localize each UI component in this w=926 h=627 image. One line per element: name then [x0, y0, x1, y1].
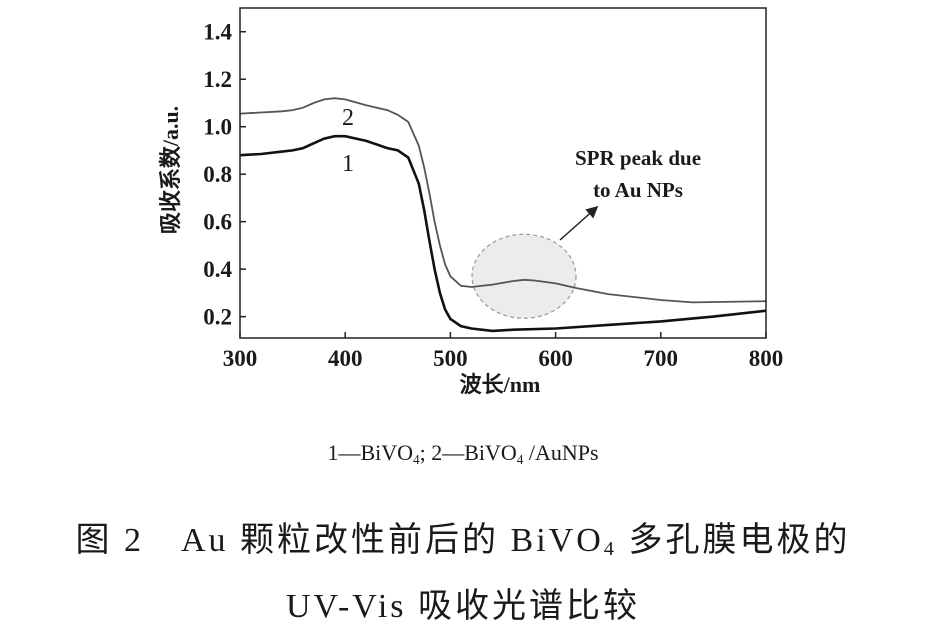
y-axis-label: 吸收系数/a.u. — [158, 106, 183, 234]
caption-text: 多孔膜电极的 — [617, 522, 851, 559]
y-tick-label: 1.0 — [203, 115, 232, 140]
y-tick-label: 1.4 — [203, 20, 232, 45]
x-tick-label: 400 — [328, 346, 363, 371]
y-tick-label: 0.4 — [203, 257, 232, 282]
spr-highlight-circle — [471, 233, 577, 319]
y-tick-label: 0.6 — [203, 210, 232, 235]
y-tick-label: 1.2 — [203, 67, 232, 92]
figure-caption-line-1: 图 2 Au 颗粒改性前后的 BiVO4 多孔膜电极的 — [0, 512, 926, 561]
plot-frame — [239, 7, 767, 339]
series-legend: 1—BiVO4; 2—BiVO4 /AuNPs — [0, 440, 926, 468]
annotation-line-2: to Au NPs — [593, 178, 683, 202]
legend-subscript: 4 — [516, 452, 524, 467]
x-tick-label: 700 — [644, 346, 679, 371]
y-tick-label: 0.8 — [203, 162, 232, 187]
legend-subscript: 4 — [413, 452, 420, 467]
legend-text: ; 2—BiVO — [419, 440, 517, 465]
y-tick-label: 0.2 — [203, 305, 232, 330]
legend-text: 1—BiVO — [327, 440, 413, 465]
caption-text: 图 2 Au 颗粒改性前后的 BiVO — [75, 522, 604, 559]
x-axis-label: 波长/nm — [460, 372, 541, 397]
legend-text: /AuNPs — [523, 440, 599, 465]
series-label-1: 1 — [342, 151, 354, 177]
uv-vis-chart: 300 400 500 600 700 800 0.2 0.4 0.6 0.8 1.0 1.2 1.4… — [158, 7, 784, 397]
x-tick-label: 500 — [433, 346, 468, 371]
annotation-line-1: SPR peak due — [575, 146, 701, 170]
x-tick-label: 300 — [223, 346, 258, 371]
x-tick-label: 600 — [538, 346, 573, 371]
x-tick-label: 800 — [749, 346, 784, 371]
caption-subscript: 4 — [603, 538, 617, 560]
figure-caption-line-2: UV-Vis 吸收光谱比较 — [286, 588, 640, 625]
series-label-2: 2 — [342, 105, 354, 131]
series-line-1 — [239, 134, 767, 333]
annotation-arrow — [559, 206, 599, 241]
series-line-2 — [239, 97, 767, 304]
